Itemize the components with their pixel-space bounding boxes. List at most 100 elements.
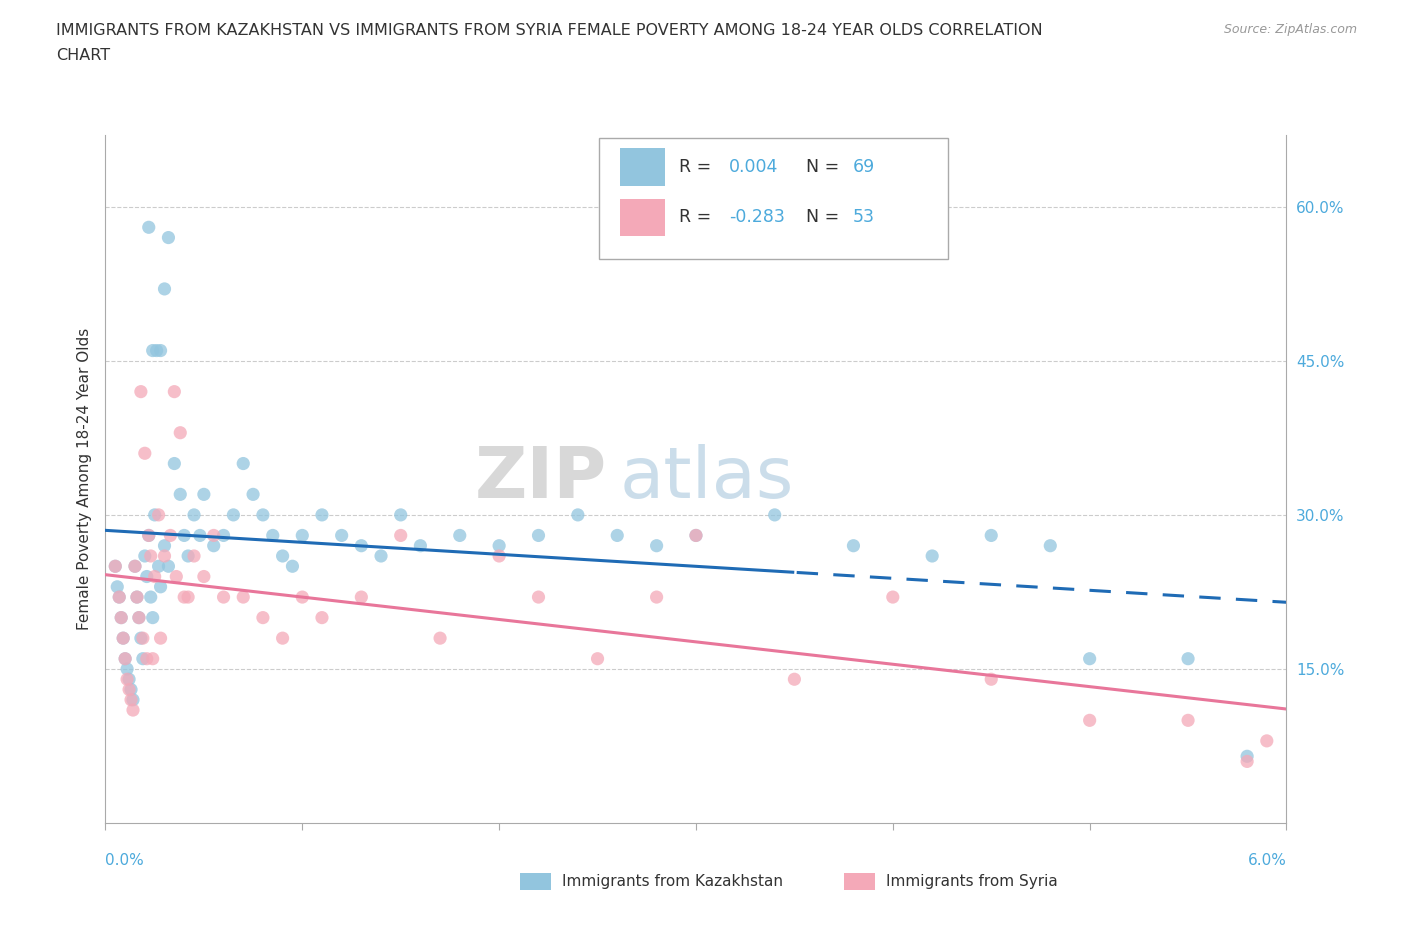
Point xyxy=(177,549,200,564)
Text: 0.0%: 0.0% xyxy=(105,853,145,868)
Text: CHART: CHART xyxy=(56,48,110,63)
Point xyxy=(122,703,145,718)
Point xyxy=(232,590,254,604)
Point xyxy=(157,559,180,574)
Point xyxy=(134,445,156,460)
Point xyxy=(212,528,235,543)
Point xyxy=(330,528,353,543)
Point xyxy=(222,508,245,523)
Point xyxy=(645,538,668,553)
Point xyxy=(120,682,142,697)
Point xyxy=(110,610,132,625)
Text: R =: R = xyxy=(679,208,717,226)
Point xyxy=(527,528,550,543)
Point xyxy=(135,651,157,666)
Point xyxy=(169,487,191,502)
Point xyxy=(139,549,162,564)
Point xyxy=(142,651,165,666)
Point xyxy=(138,528,160,543)
Point xyxy=(193,487,215,502)
Point xyxy=(645,590,668,604)
Point xyxy=(183,508,205,523)
Point xyxy=(153,538,176,553)
Point xyxy=(153,549,176,564)
Point xyxy=(1177,651,1199,666)
Point xyxy=(122,692,145,707)
Point xyxy=(311,610,333,625)
Point xyxy=(125,590,148,604)
Point xyxy=(281,559,304,574)
Point xyxy=(149,579,172,594)
Point xyxy=(980,528,1002,543)
Point xyxy=(1177,713,1199,728)
Point xyxy=(1236,754,1258,769)
Point xyxy=(173,590,195,604)
Point xyxy=(370,549,392,564)
Point xyxy=(114,651,136,666)
Text: R =: R = xyxy=(679,158,717,176)
Point xyxy=(409,538,432,553)
Point xyxy=(350,538,373,553)
Point xyxy=(104,559,127,574)
Point xyxy=(142,610,165,625)
Point xyxy=(112,631,135,645)
Point xyxy=(183,549,205,564)
Point xyxy=(115,671,138,686)
Point xyxy=(125,590,148,604)
Point xyxy=(1078,651,1101,666)
Text: ZIP: ZIP xyxy=(475,445,607,513)
Y-axis label: Female Poverty Among 18-24 Year Olds: Female Poverty Among 18-24 Year Olds xyxy=(76,328,91,631)
Point xyxy=(148,559,170,574)
Point xyxy=(271,549,294,564)
Point xyxy=(135,569,157,584)
Point xyxy=(177,590,200,604)
Point xyxy=(262,528,284,543)
Point xyxy=(685,528,707,543)
Point xyxy=(1236,749,1258,764)
Point xyxy=(165,569,187,584)
Point xyxy=(118,682,141,697)
Text: N =: N = xyxy=(806,208,845,226)
Point xyxy=(145,343,167,358)
Point xyxy=(149,631,172,645)
Point xyxy=(202,538,225,553)
Text: 6.0%: 6.0% xyxy=(1247,853,1286,868)
Point xyxy=(159,528,181,543)
Point xyxy=(389,508,412,523)
Point xyxy=(139,590,162,604)
Point xyxy=(149,343,172,358)
Text: N =: N = xyxy=(806,158,845,176)
Text: Immigrants from Syria: Immigrants from Syria xyxy=(886,874,1057,889)
Point xyxy=(389,528,412,543)
Point xyxy=(132,651,155,666)
Point xyxy=(252,610,274,625)
Point xyxy=(527,590,550,604)
Point xyxy=(202,528,225,543)
Text: 69: 69 xyxy=(853,158,876,176)
Point xyxy=(252,508,274,523)
Point xyxy=(129,384,152,399)
Point xyxy=(311,508,333,523)
Text: Source: ZipAtlas.com: Source: ZipAtlas.com xyxy=(1223,23,1357,36)
Point xyxy=(586,651,609,666)
Point xyxy=(128,610,150,625)
Point xyxy=(271,631,294,645)
FancyBboxPatch shape xyxy=(620,148,665,186)
Point xyxy=(291,590,314,604)
Point xyxy=(685,528,707,543)
Point xyxy=(567,508,589,523)
Point xyxy=(129,631,152,645)
Point xyxy=(291,528,314,543)
Point xyxy=(488,549,510,564)
Point xyxy=(108,590,131,604)
Point xyxy=(132,631,155,645)
Point xyxy=(138,219,160,234)
Point xyxy=(112,631,135,645)
Point xyxy=(763,508,786,523)
Point xyxy=(429,631,451,645)
Point xyxy=(232,456,254,471)
Point xyxy=(105,579,128,594)
Point xyxy=(110,610,132,625)
Point xyxy=(980,671,1002,686)
Point xyxy=(350,590,373,604)
